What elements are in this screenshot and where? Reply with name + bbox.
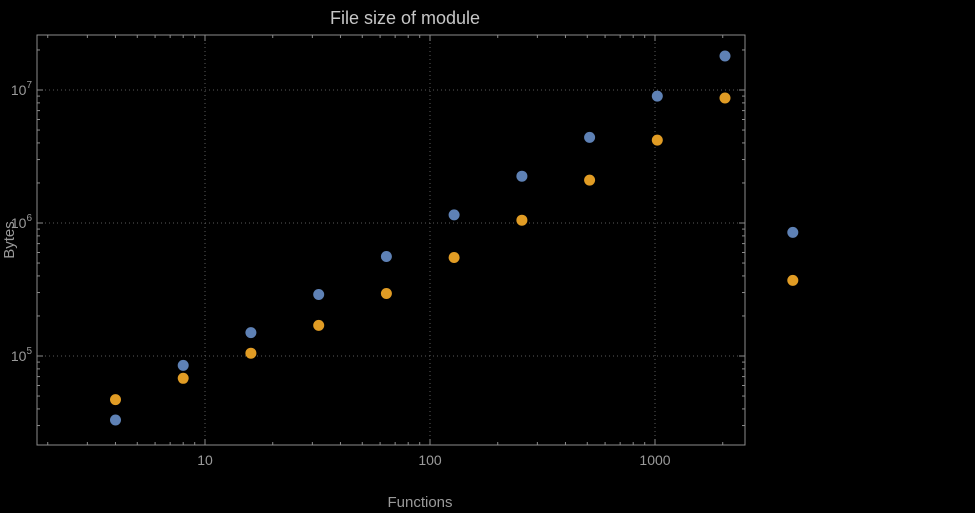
data-point-orange — [245, 347, 257, 359]
data-point-blue — [719, 50, 731, 62]
data-point-orange — [313, 319, 325, 331]
data-point-blue — [584, 131, 596, 143]
data-point-orange — [787, 274, 799, 286]
y-tick-label: 105 — [11, 346, 33, 364]
frame-layer — [36, 34, 746, 446]
y-axis-label: Bytes — [1, 221, 18, 259]
data-point-orange — [380, 288, 392, 299]
data-point-blue — [448, 209, 460, 221]
data-point-blue — [651, 90, 663, 102]
data-point-blue — [516, 170, 528, 182]
point-layer — [110, 50, 799, 426]
data-point-blue — [313, 289, 325, 300]
data-point-orange — [719, 92, 731, 104]
tick-layer — [37, 35, 745, 445]
x-tick-label: 1000 — [639, 452, 670, 468]
data-point-blue — [245, 327, 257, 339]
data-point-blue — [177, 359, 189, 371]
data-point-orange — [177, 372, 189, 384]
data-point-orange — [516, 214, 528, 226]
plot-frame — [36, 34, 746, 446]
x-axis-label: Functions — [387, 494, 452, 511]
data-point-orange — [584, 174, 596, 186]
data-point-blue — [110, 414, 121, 426]
chart-title: File size of module — [330, 8, 480, 28]
data-point-orange — [651, 134, 663, 146]
grid-layer — [37, 35, 745, 445]
data-point-blue — [380, 251, 392, 262]
x-tick-label: 10 — [197, 452, 213, 468]
data-point-orange — [448, 252, 460, 263]
data-point-orange — [110, 394, 121, 406]
data-point-blue — [787, 226, 799, 238]
y-tick-label: 107 — [11, 80, 33, 98]
x-tick-label: 100 — [418, 452, 442, 468]
